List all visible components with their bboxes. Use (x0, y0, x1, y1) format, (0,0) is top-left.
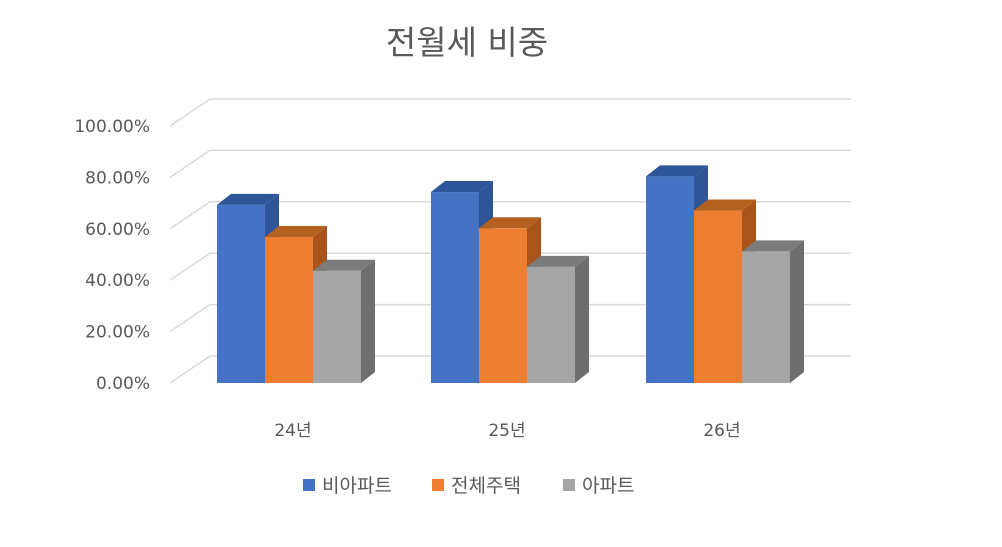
y-tick-label: 20.00% (85, 323, 150, 343)
legend-swatch (432, 479, 444, 491)
legend-label: 아파트 (582, 475, 634, 497)
x-axis-ticks: 24년 25년 26년 (274, 421, 740, 441)
chart-title: 전월세 비중 (386, 23, 548, 62)
bar-front (742, 251, 790, 383)
bar-front (431, 192, 479, 383)
bar-top (217, 193, 279, 205)
bar-side (575, 255, 589, 383)
bar-top (431, 181, 493, 193)
y-tick-label: 100.00% (74, 117, 150, 137)
bar-side (790, 240, 804, 383)
bar-front (694, 210, 742, 383)
bar-front (265, 237, 313, 383)
bars (217, 165, 804, 383)
gridline (169, 149, 851, 179)
y-axis-ticks: 0.00% 20.00% 40.00% 60.00% 80.00% 100.00% (74, 117, 150, 394)
gridline (169, 252, 851, 281)
legend-label: 전체주택 (451, 475, 521, 497)
bar-top (527, 255, 589, 267)
y-tick-label: 0.00% (96, 374, 150, 394)
bar-front (217, 204, 265, 383)
legend-swatch (303, 479, 315, 491)
gridlines (169, 98, 851, 384)
legend-item: 전체주택 (432, 475, 521, 497)
legend-item: 비아파트 (303, 475, 392, 497)
bar-top (313, 259, 375, 271)
y-tick-label: 80.00% (85, 168, 150, 188)
bar-top (694, 199, 756, 211)
bar-top (742, 240, 804, 252)
x-tick-label: 24년 (274, 421, 311, 441)
gridline (169, 355, 851, 384)
gridline (169, 98, 851, 127)
x-tick-label: 26년 (703, 421, 740, 441)
legend: 비아파트 전체주택 아파트 (303, 475, 634, 497)
bar-front (646, 176, 694, 383)
bar-top (646, 165, 708, 177)
bar (527, 255, 589, 383)
bar-front (313, 270, 361, 383)
bar-side (361, 259, 375, 383)
bar-front (527, 266, 575, 383)
legend-swatch (563, 479, 575, 491)
y-tick-label: 40.00% (85, 271, 150, 291)
bar-top (479, 217, 541, 229)
x-tick-label: 25년 (488, 421, 525, 441)
legend-label: 비아파트 (322, 475, 392, 497)
legend-item: 아파트 (563, 475, 634, 497)
y-tick-label: 60.00% (85, 220, 150, 240)
bar-top (265, 226, 327, 238)
bar-front (479, 228, 527, 383)
bar (313, 259, 375, 383)
bar (742, 240, 804, 383)
gridline (169, 201, 851, 230)
gridline (169, 303, 851, 333)
